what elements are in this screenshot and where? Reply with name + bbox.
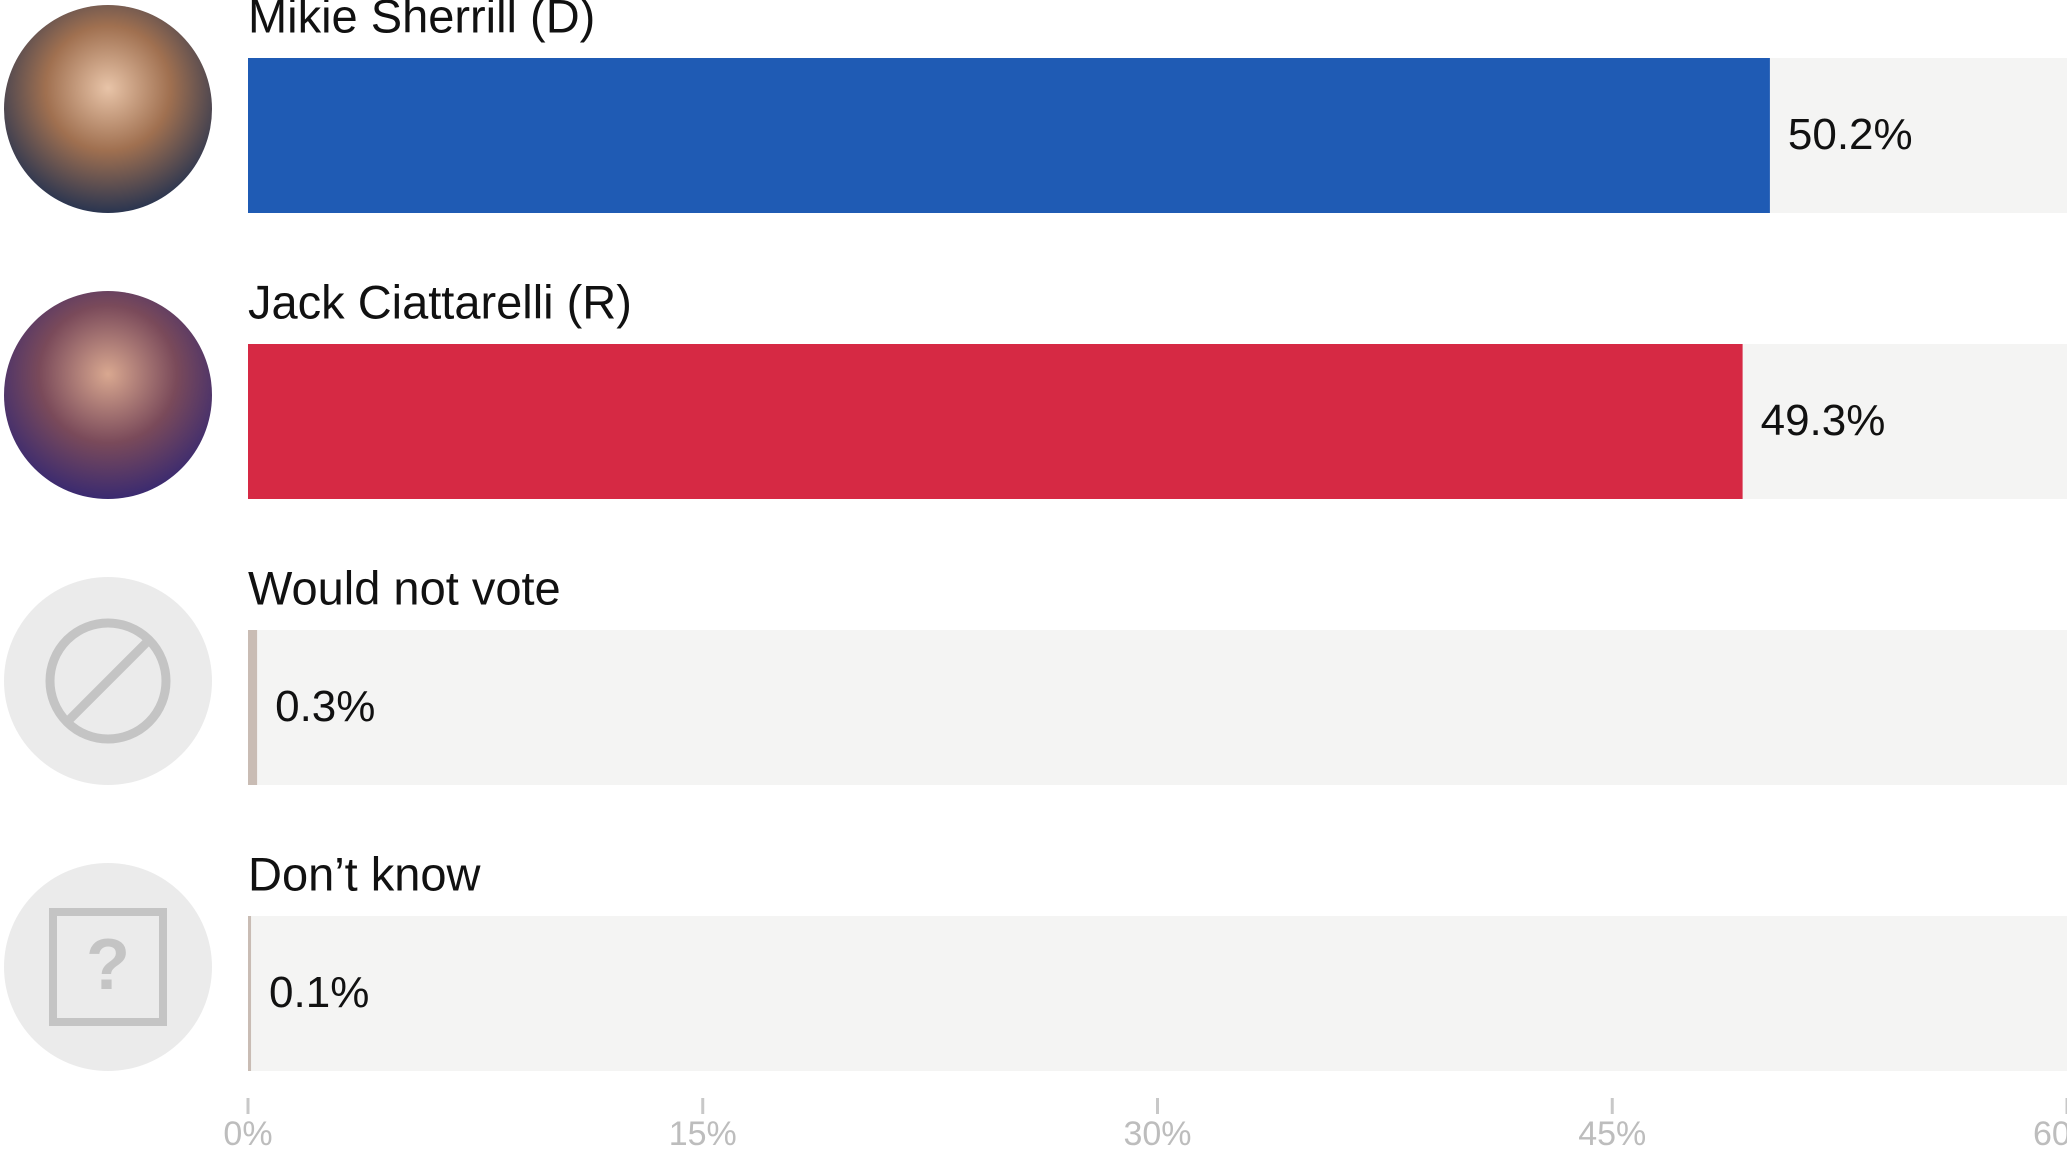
svg-text:?: ? xyxy=(86,925,130,1005)
x-tick-label: 30% xyxy=(1123,1115,1191,1153)
x-tick-label: 0% xyxy=(223,1115,272,1153)
bar-track xyxy=(248,916,2067,1071)
value-label: 0.3% xyxy=(275,682,375,731)
bar-track xyxy=(248,630,2067,785)
bar xyxy=(248,344,1743,499)
category-label: Mikie Sherrill (D) xyxy=(248,0,595,42)
bar xyxy=(248,916,252,1071)
x-tick-label: 45% xyxy=(1578,1115,1646,1153)
value-label: 0.1% xyxy=(269,968,369,1017)
avatar-photo xyxy=(4,291,212,499)
value-label: 50.2% xyxy=(1788,110,1913,159)
bar xyxy=(248,58,1770,213)
unknown-icon: ? xyxy=(4,863,212,1071)
category-label: Don’t know xyxy=(248,847,482,900)
x-tick-label: 15% xyxy=(669,1115,737,1153)
category-label: Would not vote xyxy=(248,561,561,614)
avatar-photo xyxy=(4,5,212,213)
category-label: Jack Ciattarelli (R) xyxy=(248,275,632,328)
bar xyxy=(248,630,258,785)
value-label: 49.3% xyxy=(1761,396,1886,445)
x-tick-label: 60% xyxy=(2033,1115,2067,1153)
no-vote-icon xyxy=(4,577,212,785)
